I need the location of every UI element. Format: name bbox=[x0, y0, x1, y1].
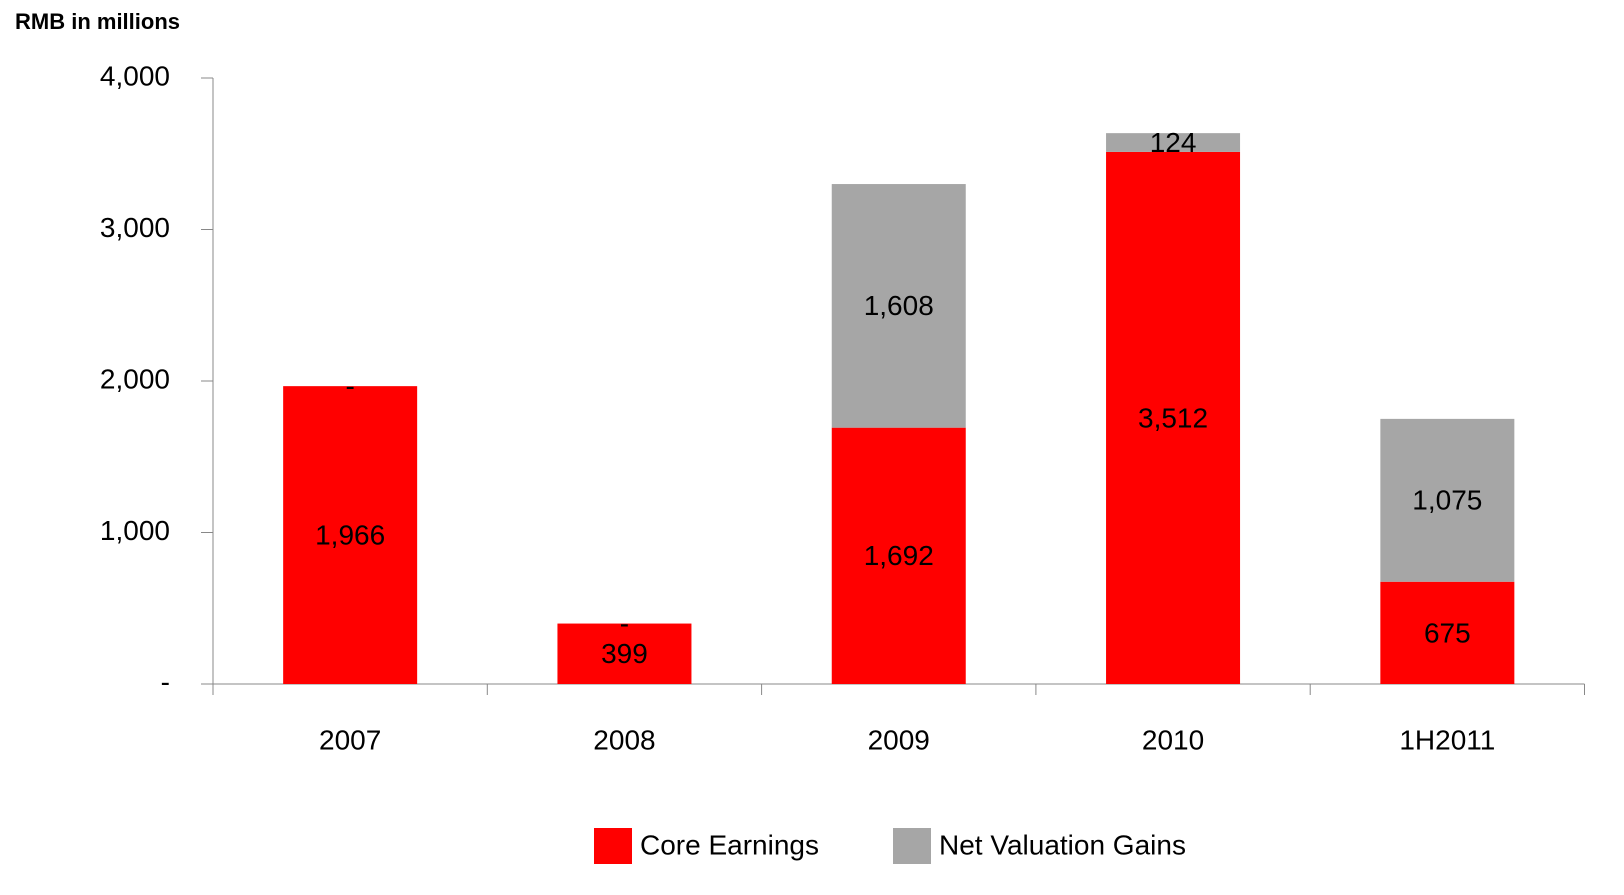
value-label: 1,692 bbox=[864, 540, 934, 571]
x-tick-label: 2007 bbox=[319, 724, 381, 755]
value-label: - bbox=[620, 608, 629, 639]
value-label: - bbox=[345, 371, 354, 402]
bar-segment bbox=[1106, 151, 1241, 684]
legend-swatch bbox=[594, 828, 632, 864]
value-label: 3,512 bbox=[1138, 402, 1208, 433]
x-tick-label: 2008 bbox=[593, 724, 655, 755]
bar-segment bbox=[831, 427, 966, 684]
value-label: 1,966 bbox=[315, 519, 385, 550]
bar-segment bbox=[1106, 133, 1241, 152]
bar-segment bbox=[831, 184, 966, 428]
x-tick-label: 1H2011 bbox=[1399, 724, 1495, 755]
y-tick-label: 3,000 bbox=[100, 212, 170, 243]
axis-title: RMB in millions bbox=[15, 9, 180, 34]
x-tick-label: 2010 bbox=[1142, 724, 1204, 755]
x-tick-label: 2009 bbox=[868, 724, 930, 755]
bar-segment bbox=[557, 623, 692, 684]
legend-swatch bbox=[893, 828, 931, 864]
value-label: 124 bbox=[1150, 127, 1197, 158]
legend-label: Core Earnings bbox=[640, 829, 819, 860]
y-tick-label: 2,000 bbox=[100, 363, 170, 394]
value-label: 1,075 bbox=[1412, 485, 1482, 516]
bar-segment bbox=[283, 386, 418, 684]
bar-segment bbox=[1380, 418, 1515, 582]
value-label: 675 bbox=[1424, 617, 1471, 648]
bar-segment bbox=[1380, 581, 1515, 684]
y-tick-label: - bbox=[161, 666, 170, 697]
value-label: 1,608 bbox=[864, 290, 934, 321]
y-tick-label: 4,000 bbox=[100, 60, 170, 91]
legend-label: Net Valuation Gains bbox=[939, 829, 1186, 860]
value-label: 399 bbox=[601, 638, 648, 669]
y-tick-label: 1,000 bbox=[100, 515, 170, 546]
